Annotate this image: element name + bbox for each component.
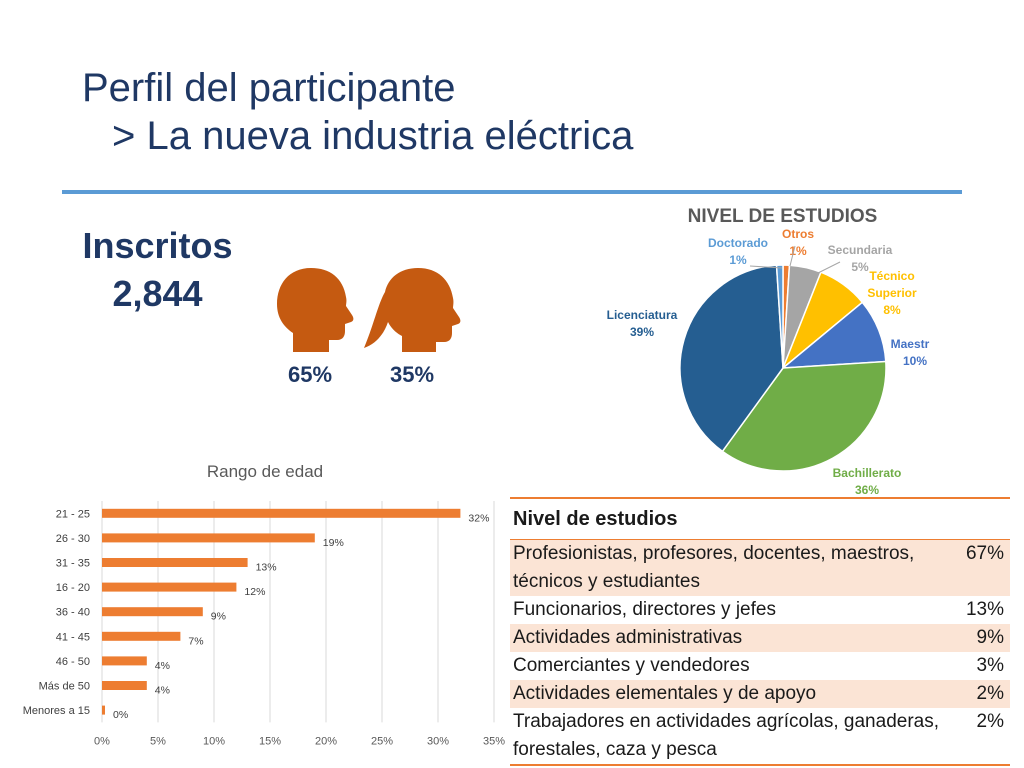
bar-value-label: 13% (256, 562, 277, 574)
y-category-label: 16 - 20 (56, 582, 90, 594)
pie-leader-line (749, 265, 783, 269)
table-row-label: Profesionistas, profesores, docentes, ma… (513, 543, 915, 592)
x-tick-label: 35% (483, 735, 505, 747)
pie-label-maestria: Maestria10% (891, 337, 930, 368)
table-row-label: Funcionarios, directores y jefes (513, 599, 776, 620)
y-category-label: 36 - 40 (56, 607, 90, 619)
table-header: Nivel de estudios (510, 499, 1010, 540)
pie-label-otros: Otros 1% (782, 227, 814, 258)
bar-value-label: 7% (188, 635, 203, 647)
pie-chart-title: NIVEL DE ESTUDIOS (687, 206, 878, 227)
bar-value-label: 0% (113, 709, 128, 721)
pie-label-licenciatura: Licenciatura 39% (607, 308, 678, 339)
male-percent: 65% (287, 362, 333, 387)
table-row-value: 3% (976, 655, 1004, 676)
bar-36-40 (102, 607, 203, 617)
pie-slice-doctorado (775, 264, 784, 369)
pie-slice-licenciatura (679, 264, 784, 453)
bar-16-20 (102, 582, 237, 592)
x-tick-label: 25% (371, 735, 393, 747)
bar-46-50 (102, 656, 147, 666)
bar-menores-a-15 (102, 705, 105, 715)
x-tick-label: 30% (427, 735, 449, 747)
x-tick-label: 15% (259, 735, 281, 747)
inscritos-label: Inscritos (82, 225, 233, 266)
pie-label-secundaria: Secundaria 5% (828, 243, 893, 274)
bar-41-45 (102, 631, 181, 641)
bar-value-label: 19% (323, 537, 344, 549)
y-category-label: Más de 50 (39, 681, 90, 693)
table-row: Comerciantes y vendedores 3% (510, 652, 1010, 680)
table-row: Actividades administrativas 9% (510, 624, 1010, 652)
education-pie-chart: Otros 1% Secundaria 5%Técnico Superior 8% Maes… (607, 227, 930, 497)
pie-slice-bachillerato (721, 360, 887, 472)
title-divider (62, 190, 962, 194)
table-row-label: Actividades elementales y de apoyo (513, 683, 817, 704)
bar-value-label: 4% (155, 660, 170, 672)
table-row-value: 2% (976, 711, 1004, 732)
pie-label-tecnico-superior: Técnico Superior 8% (867, 269, 917, 317)
x-tick-label: 20% (315, 735, 337, 747)
page-title: Perfil del participante (82, 66, 456, 110)
female-percent: 35% (389, 362, 435, 387)
y-category-label: 21 - 25 (56, 508, 90, 520)
occupation-table: Nivel de estudios Profesionistas, profes… (510, 497, 1010, 766)
y-category-label: 41 - 45 (56, 631, 90, 643)
table-row-label: Trabajadores en actividades agrícolas, g… (513, 711, 939, 760)
pie-leader-line (815, 261, 841, 275)
x-tick-label: 0% (94, 735, 110, 747)
table-row-value: 13% (965, 599, 1004, 620)
table-row: Funcionarios, directores y jefes 13% (510, 596, 1010, 624)
pie-leader-line (789, 245, 796, 267)
bar-value-label: 9% (211, 611, 226, 623)
bar-26-30 (102, 533, 315, 543)
table-row-value: 9% (976, 627, 1004, 648)
bar-21-25 (102, 508, 461, 518)
table-row-value: 67% (965, 543, 1004, 564)
y-category-label: 31 - 35 (56, 558, 90, 570)
bar-31-35 (102, 558, 248, 567)
table-row-value: 2% (976, 683, 1004, 704)
male-head-icon (275, 264, 355, 359)
x-tick-label: 5% (150, 735, 166, 747)
table-row: Trabajadores en actividades agrícolas, g… (510, 708, 1010, 764)
bar-value-label: 4% (155, 685, 170, 697)
pie-label-bachillerato: Bachillerato 36% (833, 466, 902, 497)
inscritos-block: Inscritos 2,844 (70, 222, 245, 318)
bar-mas-de-50 (102, 681, 147, 690)
y-category-label: Menores a 15 (23, 705, 90, 717)
inscritos-value: 2,844 (112, 273, 203, 314)
female-head-icon (360, 264, 470, 359)
pie-label-doctorado: Doctorado 1% (708, 236, 768, 267)
table-row: Profesionistas, profesores, docentes, ma… (510, 540, 1010, 596)
y-category-label: 46 - 50 (56, 656, 90, 668)
bar-chart-title: Rango de edad (206, 462, 324, 481)
table-row: Actividades elementales y de apoyo 2% (510, 680, 1010, 708)
table-row-label: Actividades administrativas (513, 627, 743, 648)
x-tick-label: 10% (203, 735, 225, 747)
page-subtitle: > La nueva industria eléctrica (112, 114, 634, 158)
y-category-label: 26 - 30 (56, 533, 90, 545)
table-header-label: Nivel de estudios (513, 508, 678, 530)
bar-value-label: 32% (468, 512, 489, 524)
table-row-label: Comerciantes y vendedores (513, 655, 750, 676)
bar-value-label: 12% (244, 586, 265, 598)
age-range-bar-chart: 0% 5% 10% 15% 20% 25% 30% 35% 21 - 25 32% 26 - 30 1… (23, 501, 505, 747)
